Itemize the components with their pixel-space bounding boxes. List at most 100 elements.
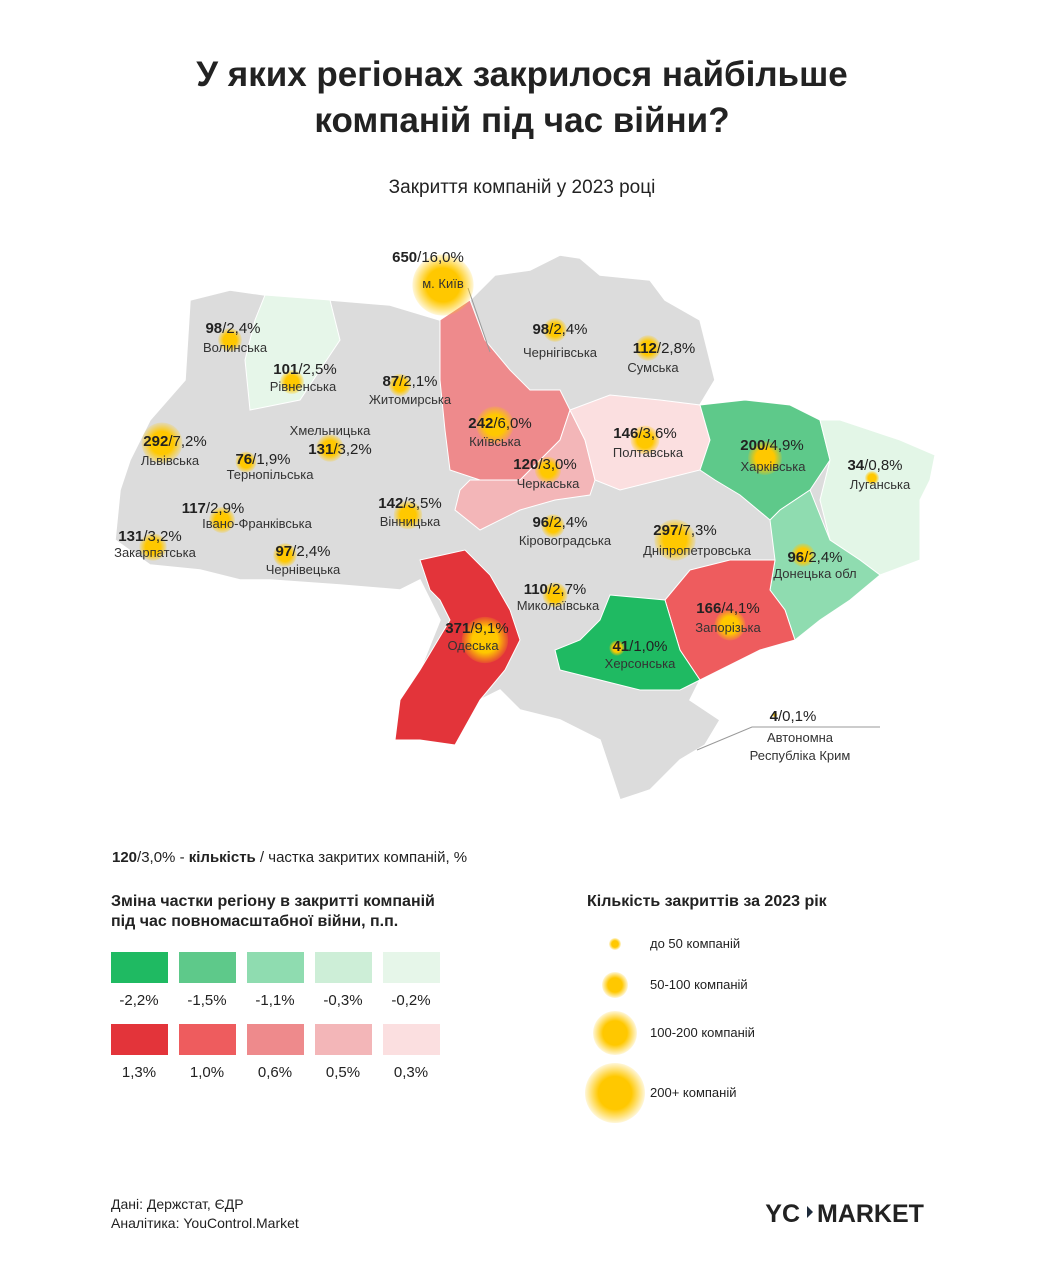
region-name: Чернівецька — [266, 562, 341, 577]
footer-source: Дані: Держстат, ЄДР — [111, 1196, 244, 1212]
legend-swatch — [315, 1024, 372, 1055]
region-share: 2,8% — [661, 340, 695, 357]
region-value: 112/2,8% — [633, 340, 696, 357]
region-name: Луганська — [850, 477, 911, 492]
size-swatch — [585, 1063, 645, 1123]
region-share: 4,9% — [770, 437, 804, 454]
region-value: 131/3,2% — [118, 528, 181, 545]
separator: / — [206, 500, 211, 517]
legend-swatch — [179, 1024, 236, 1055]
region-shape — [819, 419, 936, 576]
size-label: 200+ компаній — [650, 1085, 737, 1100]
bubble — [630, 425, 660, 455]
region-count: 146 — [613, 425, 638, 442]
legend-change: -2,2% -1,5% -1,1% -0,3% -0,2% 1,3% 1,0% 0,6% 0,5… — [111, 952, 440, 1081]
example-count: 120 — [112, 849, 137, 866]
region-name: м. Київ — [422, 276, 464, 291]
bubble — [654, 519, 696, 561]
region-count: 112 — [633, 340, 657, 357]
legend-swatch — [383, 1024, 440, 1055]
example-bold: кількість — [189, 849, 256, 866]
legend-title: під час повномасштабної війни, п.п. — [111, 913, 398, 930]
bubble — [412, 254, 474, 316]
region-count: 87 — [382, 373, 399, 390]
region-value: 4/0,1% — [770, 708, 817, 725]
region-value: 146/3,6% — [613, 425, 676, 442]
region-name: Черкаська — [517, 476, 581, 491]
region-value: 87/2,1% — [382, 373, 437, 390]
region-value: 142/3,5% — [378, 495, 441, 512]
region-name: Кіровоградська — [519, 533, 612, 548]
region-count: 76 — [235, 451, 252, 468]
region-name: Івано-Франківська — [202, 516, 312, 531]
legend-swatch — [315, 952, 372, 983]
example-rest: / частка закритих компаній, % — [256, 849, 467, 866]
legend-label: 1,0% — [190, 1064, 224, 1081]
bubble — [393, 500, 423, 530]
region-share: 3,6% — [643, 425, 677, 442]
region-count: 96 — [787, 549, 804, 566]
region-name: Чернігівська — [523, 345, 598, 360]
separator: / — [399, 373, 404, 390]
region-value: 41/1,0% — [612, 638, 667, 655]
region-name: Сумська — [627, 360, 679, 375]
region-count: 297 — [653, 522, 678, 539]
region-count: 41 — [612, 638, 629, 655]
region-count: 4 — [770, 708, 779, 725]
region-share: 0,8% — [868, 457, 902, 474]
title: У яких регіонах закрилося найбільше — [196, 55, 847, 94]
separator: / — [417, 249, 422, 266]
separator: / — [657, 340, 662, 357]
region-count: 292 — [143, 433, 168, 450]
legend-title: Зміна частки регіону в закритті компаній — [111, 893, 435, 910]
region-name: Херсонська — [605, 656, 676, 671]
region-count: 97 — [275, 543, 292, 560]
region-name: Вінницька — [380, 514, 441, 529]
region-count: 117 — [182, 500, 206, 517]
bubble — [388, 373, 412, 397]
region-name: Республіка Крим — [750, 748, 851, 763]
separator: / — [721, 600, 726, 617]
example-share: 3,0% — [141, 849, 175, 866]
region-value: 101/2,5% — [273, 361, 336, 378]
region-share: 0,1% — [782, 708, 816, 725]
separator: / — [804, 549, 809, 566]
leader-line — [467, 287, 491, 353]
region-share: 7,2% — [173, 433, 207, 450]
bubble — [273, 543, 297, 567]
bubble — [316, 434, 344, 462]
region-name: Донецька обл — [773, 566, 856, 581]
region-share: 2,4% — [553, 321, 587, 338]
region-share: 3,2% — [148, 528, 182, 545]
separator: / — [470, 620, 475, 637]
bubble — [218, 328, 242, 352]
region-name: Полтавська — [613, 445, 684, 460]
bubble — [609, 640, 625, 656]
region-value: 96/2,4% — [787, 549, 842, 566]
legend-label: -1,1% — [255, 992, 294, 1009]
region-name: Тернопільська — [227, 467, 315, 482]
region-share: 2,4% — [553, 514, 587, 531]
region-share: 1,0% — [633, 638, 667, 655]
region-shape — [554, 594, 701, 691]
region-name: Хмельницька — [290, 423, 371, 438]
region-count: 98 — [532, 321, 549, 338]
separator: / — [292, 543, 297, 560]
separator: / — [549, 514, 554, 531]
legend-swatch — [179, 952, 236, 983]
legend-label: 0,5% — [326, 1064, 360, 1081]
bubble — [534, 456, 562, 484]
region-count: 200 — [740, 437, 765, 454]
region-name: Житомирська — [369, 392, 452, 407]
region-value: 297/7,3% — [653, 522, 716, 539]
bubble — [748, 441, 782, 475]
separator: / — [864, 457, 869, 474]
legend-swatch — [247, 1024, 304, 1055]
region-name: Запорізька — [695, 620, 761, 635]
leader-line — [696, 726, 880, 751]
region-count: 96 — [532, 514, 549, 531]
bubble — [635, 335, 661, 361]
legend-swatch — [111, 952, 168, 983]
example-note: 120/3,0% - кількість / частка закритих к… — [112, 849, 467, 866]
